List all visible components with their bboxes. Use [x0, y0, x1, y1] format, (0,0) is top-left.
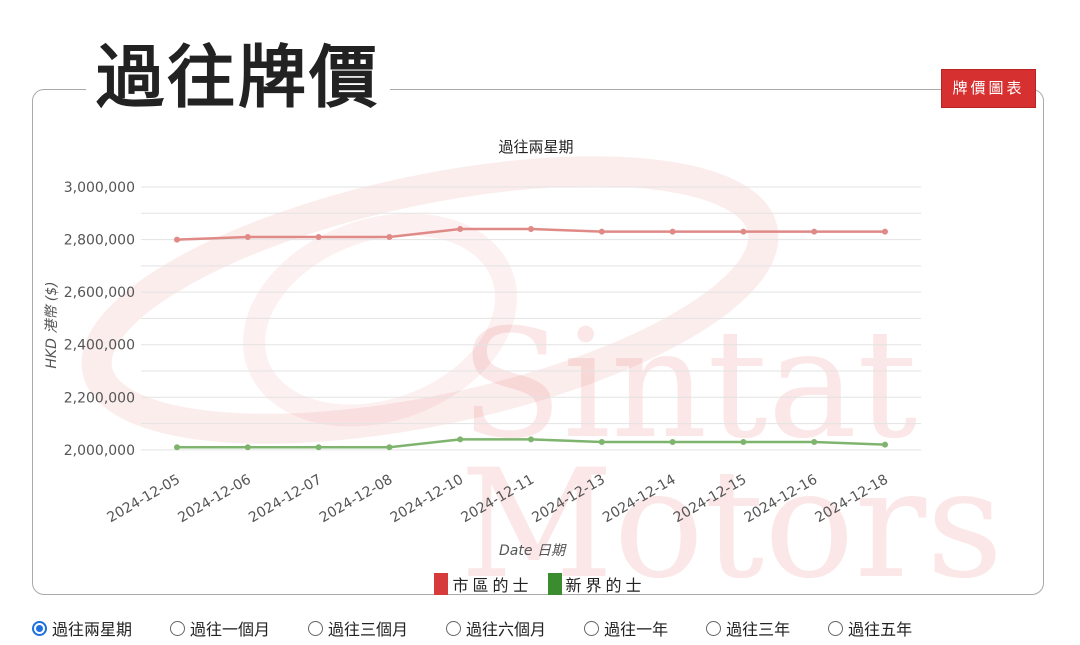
period-option-label: 過往一個月 [190, 620, 271, 639]
y-tick-label: 2,800,000 [64, 233, 135, 249]
x-tick-label: 2024-12-18 [813, 472, 891, 527]
line-chart: 2,000,000 2,200,000 2,400,000 2,600,000 2,80… [44, 138, 921, 559]
radio-button[interactable] [446, 620, 462, 636]
legend-item-urban[interactable]: 市區的士 [434, 572, 532, 596]
data-point [244, 444, 251, 451]
x-tick-label: 2024-12-07 [246, 472, 324, 527]
period-option[interactable]: 過往五年 [828, 616, 912, 640]
data-point [174, 236, 180, 243]
data-point [669, 228, 676, 235]
data-point [882, 441, 888, 448]
x-tick-label: 2024-12-10 [388, 472, 466, 527]
y-tick-label: 2,200,000 [64, 390, 135, 406]
data-point [386, 233, 393, 240]
data-point [528, 436, 534, 443]
data-point [457, 226, 464, 233]
radio-button[interactable] [170, 620, 186, 636]
period-selector: 過往兩星期 過往一個月 過往三個月 過往六個月 過往一年 過往三年 過往五年 [32, 616, 950, 640]
x-tick-label: 2024-12-15 [671, 472, 749, 527]
legend-label: 新界的士 [565, 576, 646, 595]
radio-button[interactable] [32, 620, 47, 636]
x-tick-label: 2024-12-16 [742, 472, 821, 527]
data-point [598, 438, 605, 445]
data-point [740, 228, 747, 235]
data-point [598, 228, 605, 235]
period-option[interactable]: 過往三個月 [308, 616, 408, 640]
y-axis-label: HKD 港幣 ($) [44, 281, 60, 368]
chart-title: 過往兩星期 [498, 138, 573, 156]
period-option[interactable]: 過往兩星期 [32, 616, 132, 640]
radio-button[interactable] [828, 620, 844, 636]
period-option-label: 過往三個月 [328, 620, 409, 639]
data-point [811, 438, 818, 445]
y-tick-label: 2,600,000 [64, 285, 135, 301]
x-tick-label: 2024-12-14 [600, 472, 679, 527]
data-point [528, 226, 534, 233]
chart-legend: 市區的士 新界的士 [0, 572, 1080, 599]
watermark-swoosh-inner [243, 213, 517, 427]
data-point [457, 436, 464, 443]
legend-label: 市區的士 [452, 576, 533, 595]
radio-button[interactable] [584, 620, 600, 636]
period-option[interactable]: 過往一個月 [170, 616, 270, 640]
period-option[interactable]: 過往三年 [706, 616, 790, 640]
period-option[interactable]: 過往六個月 [446, 616, 546, 640]
y-tick-label: 2,000,000 [64, 443, 135, 459]
y-tick-label: 3,000,000 [64, 180, 135, 196]
data-point [174, 444, 180, 451]
period-option-label: 過往六個月 [466, 620, 547, 639]
data-point [669, 438, 676, 445]
y-tick-label: 2,400,000 [64, 338, 135, 354]
x-tick-label: 2024-12-13 [529, 472, 607, 527]
data-point [315, 233, 322, 240]
x-tick-label: 2024-12-06 [175, 472, 254, 527]
legend-item-nt[interactable]: 新界的士 [547, 572, 646, 596]
radio-button[interactable] [308, 620, 324, 636]
period-option-label: 過往兩星期 [52, 620, 133, 639]
watermark-swoosh [81, 156, 779, 444]
section-title: 過往牌價 [86, 38, 391, 118]
data-point [315, 444, 322, 451]
data-point [386, 444, 393, 451]
period-option-label: 過往一年 [604, 620, 669, 639]
period-option-label: 過往三年 [726, 620, 791, 639]
data-point [740, 438, 747, 445]
legend-swatch [434, 573, 449, 595]
chart-button[interactable]: 牌價圖表 [941, 69, 1036, 108]
data-point [244, 233, 251, 240]
x-tick-label: 2024-12-11 [459, 472, 537, 527]
radio-button[interactable] [706, 620, 722, 636]
period-option-label: 過往五年 [848, 620, 913, 639]
data-point [811, 228, 818, 235]
x-tick-label: 2024-12-05 [105, 472, 183, 527]
x-tick-label: 2024-12-08 [317, 472, 395, 527]
period-option[interactable]: 過往一年 [584, 616, 668, 640]
title-rule [348, 89, 938, 90]
x-axis-label: Date 日期 [499, 543, 567, 559]
legend-swatch [547, 573, 562, 595]
data-point [882, 228, 888, 235]
